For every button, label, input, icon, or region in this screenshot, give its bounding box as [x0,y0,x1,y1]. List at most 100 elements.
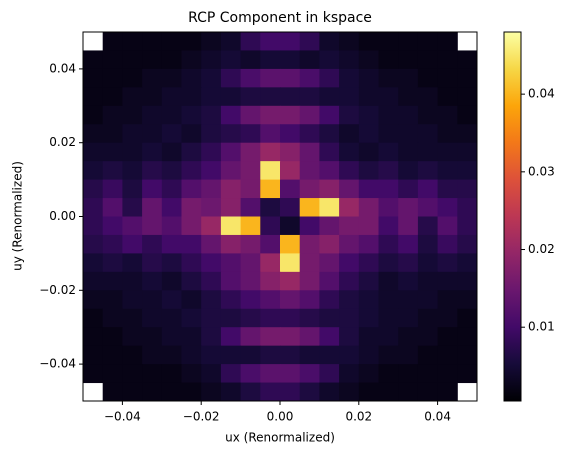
heatmap-cell [378,234,399,254]
heatmap-cell [457,216,478,236]
heatmap-cell [142,142,163,162]
heatmap-cell [220,327,242,347]
heatmap-cell [161,382,182,402]
heatmap-cell [358,105,379,125]
heatmap-cell [319,142,340,162]
y-tick-label: −0.04 [39,357,76,371]
heatmap-cell [260,308,281,328]
heatmap-cell [280,382,301,402]
heatmap-cell [319,327,340,347]
heatmap-cell [398,68,419,88]
heatmap-cell [122,179,143,199]
x-tick-label: 0.02 [345,410,372,424]
heatmap-cell [299,68,320,88]
heatmap-cell [83,327,104,347]
heatmap-cell [358,327,379,347]
heatmap-cell [201,290,222,310]
heatmap-cell [220,364,242,384]
heatmap-cell [161,50,182,70]
heatmap-cell [181,68,202,88]
heatmap-cell [260,271,281,291]
heatmap-cell [417,308,439,328]
heatmap-cell [122,142,143,162]
heatmap-cell [378,142,399,162]
heatmap-cell [260,87,281,107]
heatmap-cell [201,179,222,199]
heatmap-cell [378,216,399,236]
heatmap-cell [161,290,182,310]
heatmap-cell [339,32,360,51]
heatmap-cell [201,345,222,365]
heatmap-cell [220,32,242,51]
heatmap-cell [83,105,104,125]
heatmap-cell [319,308,340,328]
heatmap-cell [102,124,123,144]
x-tick-label: −0.04 [104,410,141,424]
heatmap-cell [457,68,478,88]
heatmap-cell [181,271,202,291]
heatmap-cell [240,105,261,125]
heatmap-cell [378,364,399,384]
heatmap-cell [280,50,301,70]
heatmap-cell [299,271,320,291]
heatmap-cell [122,87,143,107]
heatmap-cell [201,234,222,254]
heatmap-cell [220,198,242,217]
heatmap-cell [260,105,281,125]
heatmap-cell [240,124,261,144]
heatmap-cell [161,198,182,217]
heatmap-cell [280,105,301,125]
heatmap-cell [161,32,182,51]
heatmap-cell [142,271,163,291]
heatmap-cell [457,345,478,365]
heatmap-cell [102,216,123,236]
heatmap-cell [201,198,222,217]
heatmap-cell [260,364,281,384]
heatmap-cell [339,179,360,199]
x-tick-label: 0.00 [267,410,294,424]
heatmap-cell [457,142,478,162]
heatmap-cell [299,32,320,51]
heatmap-cell [358,142,379,162]
heatmap-cell [358,290,379,310]
heatmap-cell [102,345,123,365]
heatmap-cell [378,327,399,347]
heatmap-cell [102,253,123,273]
heatmap-cell [181,345,202,365]
heatmap-cell [398,345,419,365]
heatmap-cell [457,179,478,199]
heatmap-cell [220,105,242,125]
heatmap-cell [181,382,202,402]
heatmap-cell [142,32,163,51]
heatmap-cell [142,50,163,70]
heatmap-cell [358,161,379,181]
heatmap-cell [417,345,439,365]
heatmap-cell [161,234,182,254]
heatmap-cell [220,161,242,181]
x-axis-label: ux (Renormalized) [225,431,335,445]
heatmap-cell [457,271,478,291]
heatmap-cell [398,382,419,402]
y-tick-label: 0.00 [49,209,76,223]
heatmap-cell [280,124,301,144]
heatmap-cell [358,271,379,291]
heatmap-cell [280,327,301,347]
heatmap-cell [122,216,143,236]
colorbar-tick-label: 0.04 [528,87,555,101]
heatmap-cell [358,345,379,365]
heatmap-cell [122,308,143,328]
heatmap-cell [122,253,143,273]
heatmap-cell [280,364,301,384]
colorbar-tick-label: 0.03 [528,164,555,178]
heatmap-cell [83,198,104,217]
heatmap-cell [358,308,379,328]
heatmap-cell [122,345,143,365]
heatmap-cell [339,50,360,70]
heatmap-cell [319,290,340,310]
heatmap-cell [220,308,242,328]
heatmap-cell [83,68,104,88]
heatmap-cell [398,142,419,162]
heatmap-cells [83,32,478,402]
heatmap-cell [83,179,104,199]
heatmap-cell [319,382,340,402]
